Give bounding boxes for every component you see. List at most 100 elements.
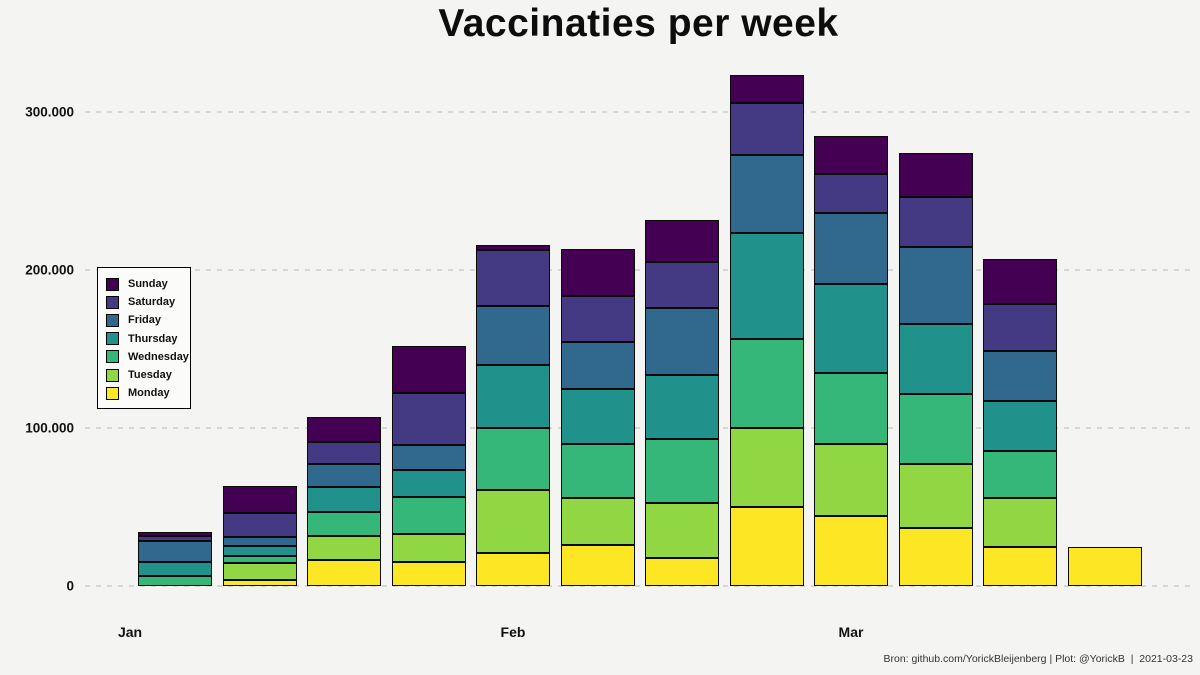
bar-week1-friday (138, 541, 212, 562)
legend-item-thursday: Thursday (106, 330, 184, 348)
bar-week6-friday (561, 342, 635, 389)
legend-item-saturday: Saturday (106, 293, 184, 311)
legend-box: Sunday Saturday Friday Thursday Wednesday Tue… (97, 267, 191, 410)
bar-week6-saturday (561, 296, 635, 342)
bar-week11-saturday (983, 304, 1057, 351)
bar-week2-saturday (223, 513, 297, 537)
bar-week5-friday (476, 306, 550, 365)
bar-week11-friday (983, 351, 1057, 401)
bar-week2-monday (223, 580, 297, 586)
gridline-300.000 (85, 111, 1192, 113)
bar-week10-tuesday (899, 464, 973, 528)
bar-week8-friday (730, 155, 804, 233)
bar-week7-friday (645, 308, 719, 375)
bar-week11-wednesday (983, 451, 1057, 498)
legend-item-sunday: Sunday (106, 275, 184, 293)
legend-label: Saturday (128, 296, 176, 309)
legend-label: Friday (128, 314, 162, 327)
bar-week1-thursday (138, 562, 212, 576)
bar-week3-thursday (307, 487, 381, 512)
bar-week8-saturday (730, 103, 804, 155)
bar-week11-sunday (983, 259, 1057, 304)
y-tick-label: 200.000 (25, 262, 74, 278)
bar-week5-monday (476, 553, 550, 586)
bar-week9-tuesday (814, 444, 888, 516)
bar-week2-tuesday (223, 563, 297, 580)
x-tick-label-mar: Mar (838, 624, 864, 640)
x-tick-label-feb: Feb (500, 624, 526, 640)
legend-swatch-thursday (106, 332, 119, 346)
bar-week5-tuesday (476, 490, 550, 553)
bar-week5-saturday (476, 250, 550, 306)
bar-week6-tuesday (561, 498, 635, 545)
bar-week4-thursday (392, 470, 466, 497)
legend-item-tuesday: Tuesday (106, 366, 184, 384)
bar-week8-monday (730, 507, 804, 586)
bar-week8-tuesday (730, 428, 804, 507)
bar-week7-saturday (645, 262, 719, 308)
bar-week10-wednesday (899, 394, 973, 464)
gridline-100.000 (85, 427, 1192, 429)
bar-week4-tuesday (392, 534, 466, 562)
legend-label: Thursday (128, 332, 178, 345)
bar-week10-monday (899, 528, 973, 586)
legend-item-friday: Friday (106, 311, 184, 329)
y-tick-label: 300.000 (25, 104, 74, 120)
bar-week2-sunday (223, 486, 297, 513)
bar-week9-thursday (814, 284, 888, 373)
bar-week3-tuesday (307, 536, 381, 560)
bar-week11-monday (983, 547, 1057, 586)
bar-week10-thursday (899, 324, 973, 394)
legend-swatch-wednesday (106, 350, 119, 364)
bar-week4-friday (392, 445, 466, 470)
bar-week9-wednesday (814, 373, 888, 444)
legend-label: Wednesday (128, 350, 189, 363)
legend-swatch-tuesday (106, 368, 119, 382)
bar-week9-friday (814, 213, 888, 284)
bar-week1-wednesday (138, 576, 212, 586)
bar-week4-wednesday (392, 497, 466, 534)
bar-week7-thursday (645, 375, 719, 439)
bar-week5-thursday (476, 365, 550, 428)
bar-week3-saturday (307, 442, 381, 464)
bar-week4-monday (392, 562, 466, 586)
legend-swatch-monday (106, 386, 119, 400)
bar-week2-friday (223, 537, 297, 546)
legend-swatch-saturday (106, 295, 119, 309)
bar-week3-friday (307, 464, 381, 487)
y-tick-label: 0 (66, 578, 74, 594)
bar-week1-saturday (138, 536, 212, 541)
bar-week6-sunday (561, 249, 635, 296)
source-attribution: Bron: github.com/YorickBleijenberg | Plo… (883, 653, 1193, 665)
bar-week3-monday (307, 560, 381, 586)
bar-week2-wednesday (223, 556, 297, 563)
bar-week5-sunday (476, 245, 550, 250)
bar-week9-sunday (814, 136, 888, 174)
gridline-200.000 (85, 269, 1192, 271)
legend-label: Tuesday (128, 369, 172, 382)
bar-week7-sunday (645, 220, 719, 262)
bar-week7-monday (645, 558, 719, 586)
bar-week6-monday (561, 545, 635, 586)
bar-week4-saturday (392, 393, 466, 445)
bar-week9-saturday (814, 174, 888, 213)
x-tick-label-jan: Jan (117, 624, 143, 640)
legend-item-monday: Monday (106, 384, 184, 402)
bar-week7-tuesday (645, 503, 719, 558)
legend-item-wednesday: Wednesday (106, 348, 189, 366)
legend-swatch-friday (106, 313, 119, 327)
bar-week12-monday (1068, 547, 1142, 586)
bar-week2-thursday (223, 546, 297, 556)
bar-week9-monday (814, 516, 888, 586)
bar-week8-sunday (730, 75, 804, 103)
bar-week3-wednesday (307, 512, 381, 536)
gridline-0 (85, 585, 1192, 587)
legend-label: Monday (128, 387, 170, 400)
bar-week7-wednesday (645, 439, 719, 503)
legend-label: Sunday (128, 278, 168, 291)
bar-week1-sunday (138, 532, 212, 536)
bar-week10-friday (899, 247, 973, 324)
bar-week4-sunday (392, 346, 466, 393)
bar-week3-sunday (307, 417, 381, 442)
